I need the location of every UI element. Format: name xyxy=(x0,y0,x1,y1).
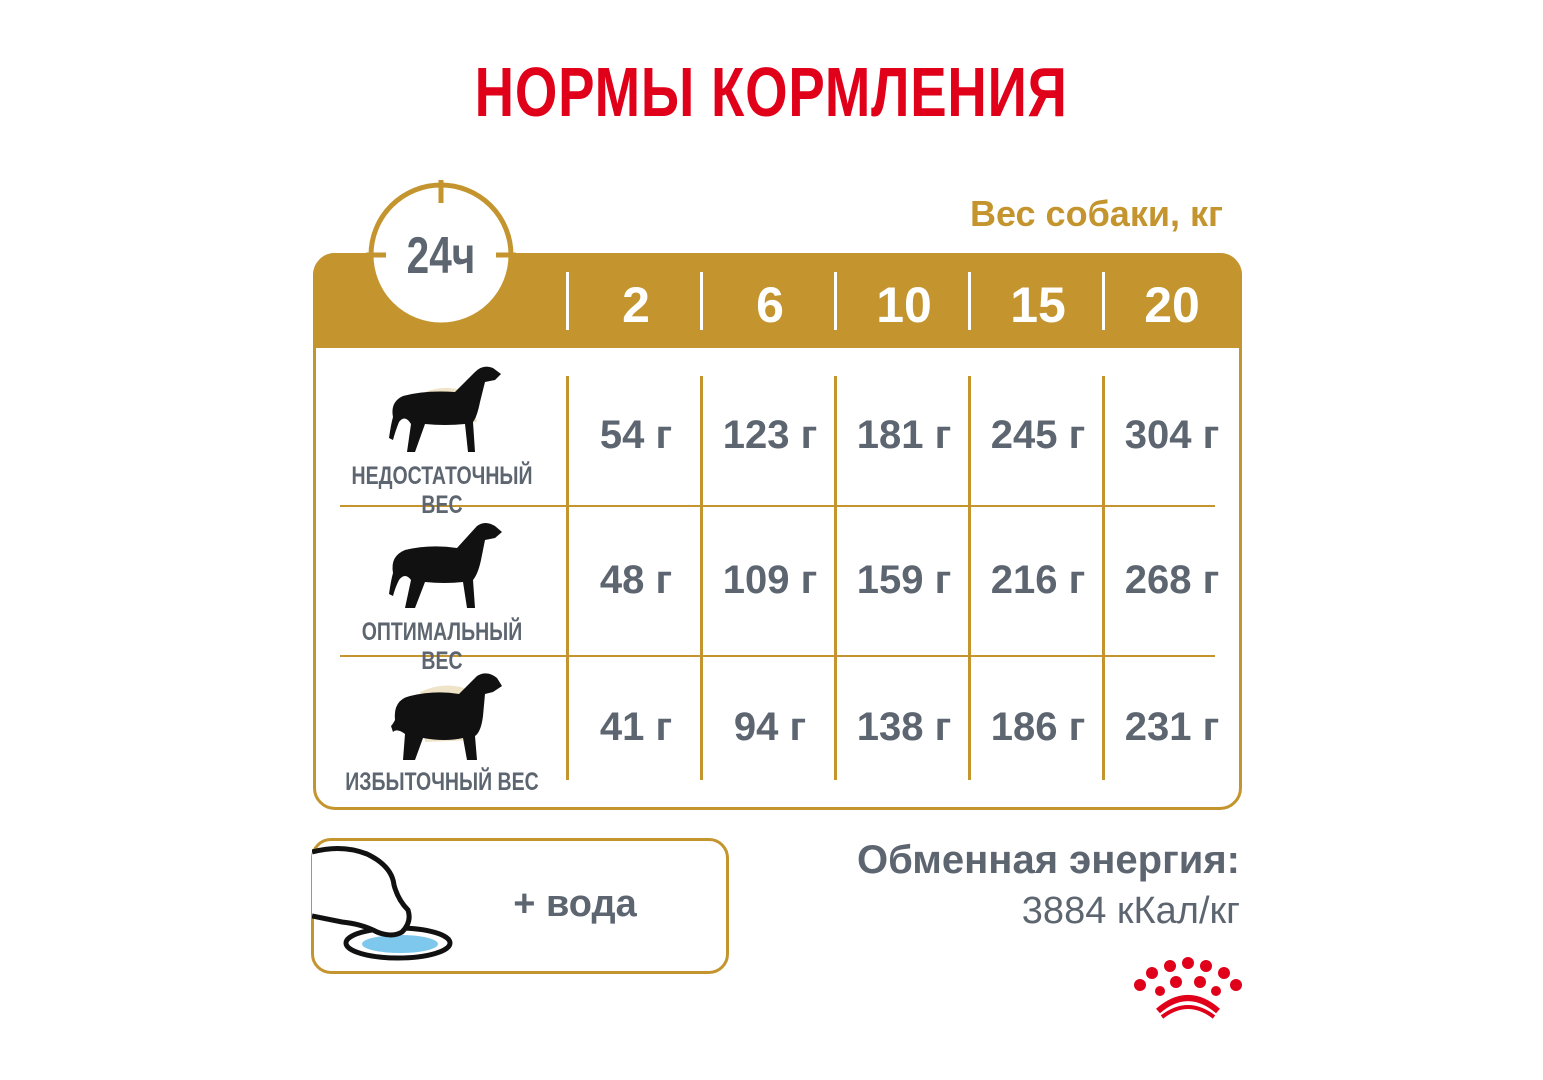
cell: 216 г xyxy=(990,558,1086,602)
header-divider xyxy=(1102,272,1105,330)
cell: 138 г xyxy=(856,705,952,749)
row-label-underweight: НЕДОСТАТОЧНЫЙ ВЕС xyxy=(318,462,566,520)
period-label: 24ч xyxy=(380,226,502,286)
cell: 159 г xyxy=(856,558,952,602)
weight-col-6: 6 xyxy=(756,277,784,333)
row-label-overweight: ИЗБЫТОЧНЫЙ ВЕС xyxy=(318,768,566,797)
row-label-text: ИЗБЫТОЧНЫЙ ВЕС xyxy=(345,768,539,796)
header-divider xyxy=(700,272,703,330)
weight-header: Вес собаки, кг xyxy=(969,193,1223,234)
optimal-weight-dog-icon xyxy=(389,523,502,608)
weight-col-10: 10 xyxy=(876,277,932,333)
energy-value: 3884 кКал/кг xyxy=(1021,890,1240,932)
cell: 181 г xyxy=(856,413,952,457)
cell: 304 г xyxy=(1124,413,1220,457)
weight-col-20: 20 xyxy=(1144,277,1200,333)
column-divider xyxy=(1102,376,1105,780)
column-divider xyxy=(968,376,971,780)
clock-icon xyxy=(366,180,516,328)
header-divider xyxy=(566,272,569,330)
cell: 48 г xyxy=(599,558,673,602)
energy-title: Обменная энергия: xyxy=(857,838,1240,882)
row-label-optimal: ОПТИМАЛЬНЫЙ ВЕС xyxy=(318,618,566,676)
cell: 109 г xyxy=(722,558,818,602)
weight-col-15: 15 xyxy=(1010,277,1066,333)
cell: 94 г xyxy=(733,705,807,749)
cell: 268 г xyxy=(1124,558,1220,602)
cell: 186 г xyxy=(990,705,1086,749)
dog-drinking-icon xyxy=(312,846,453,961)
cell: 231 г xyxy=(1124,705,1220,749)
page-title: НОРМЫ КОРМЛЕНИЯ xyxy=(0,52,1543,132)
water-label: + вода xyxy=(513,883,637,925)
cell: 41 г xyxy=(599,705,673,749)
royal-canin-crown-logo xyxy=(1134,957,1242,1019)
title-text: НОРМЫ КОРМЛЕНИЯ xyxy=(474,53,1069,131)
row-label-text: НЕДОСТАТОЧНЫЙ ВЕС xyxy=(351,462,533,519)
header-divider xyxy=(834,272,837,330)
row-divider xyxy=(340,505,1215,507)
row-divider xyxy=(340,655,1215,657)
column-divider xyxy=(566,376,569,780)
underweight-dog-icon xyxy=(389,366,501,452)
cell: 54 г xyxy=(599,413,673,457)
weight-col-2: 2 xyxy=(622,277,650,333)
period-text: 24ч xyxy=(406,227,476,285)
column-divider xyxy=(834,376,837,780)
header-divider xyxy=(968,272,971,330)
cell: 245 г xyxy=(990,413,1086,457)
column-divider xyxy=(700,376,703,780)
overweight-dog-icon xyxy=(391,673,502,760)
row-label-text: ОПТИМАЛЬНЫЙ ВЕС xyxy=(361,618,523,675)
cell: 123 г xyxy=(722,413,818,457)
